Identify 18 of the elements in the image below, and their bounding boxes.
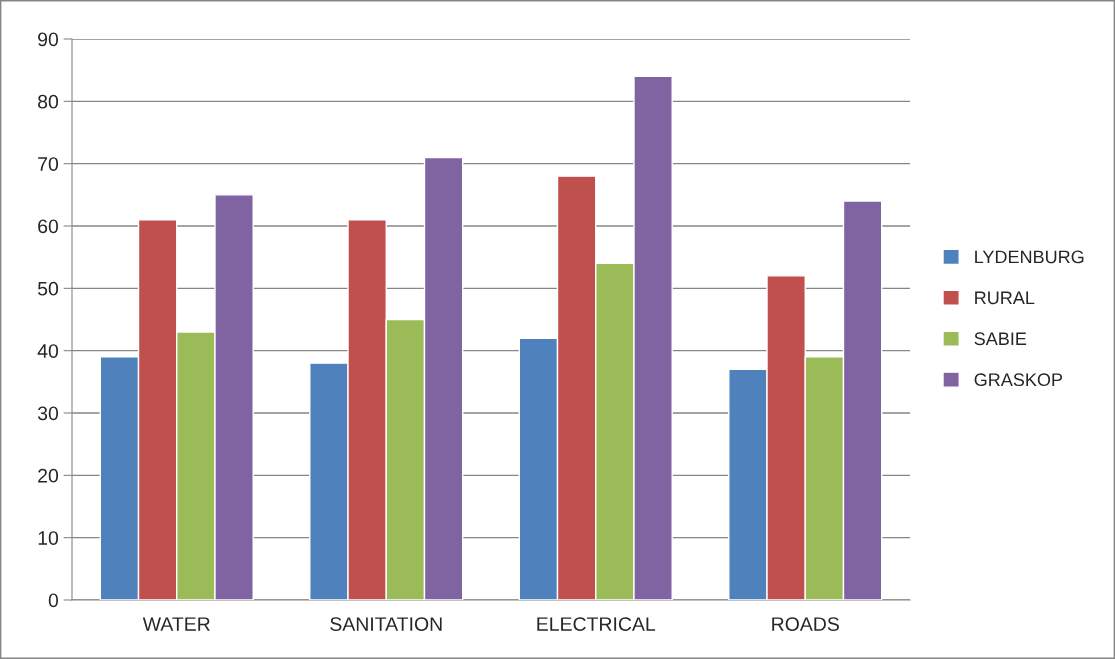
x-tick-label: ROADS	[772, 617, 839, 631]
y-tick-label: 70	[38, 157, 59, 171]
x-tick-label: ELECTRICAL	[537, 617, 656, 631]
y-tick-label: 80	[38, 94, 59, 109]
y-tick-label: 40	[37, 344, 59, 358]
legend-label: GRASKOP	[974, 373, 1063, 387]
y-tick-label: 60	[38, 219, 59, 234]
y-tick-label: 90	[38, 32, 59, 47]
y-tick-label: 10	[38, 531, 59, 545]
y-tick-label: 30	[37, 406, 59, 421]
legend-label: SABIE	[974, 332, 1027, 346]
y-tick-label: 0	[48, 593, 59, 608]
x-tick-label: SANITATION	[330, 617, 442, 631]
y-tick-label: 50	[37, 281, 59, 296]
x-tick-label: WATER	[142, 617, 210, 631]
legend-label: LYDENBURG	[975, 250, 1084, 264]
legend-label: RURAL	[975, 291, 1035, 305]
y-tick-label: 20	[38, 468, 59, 483]
